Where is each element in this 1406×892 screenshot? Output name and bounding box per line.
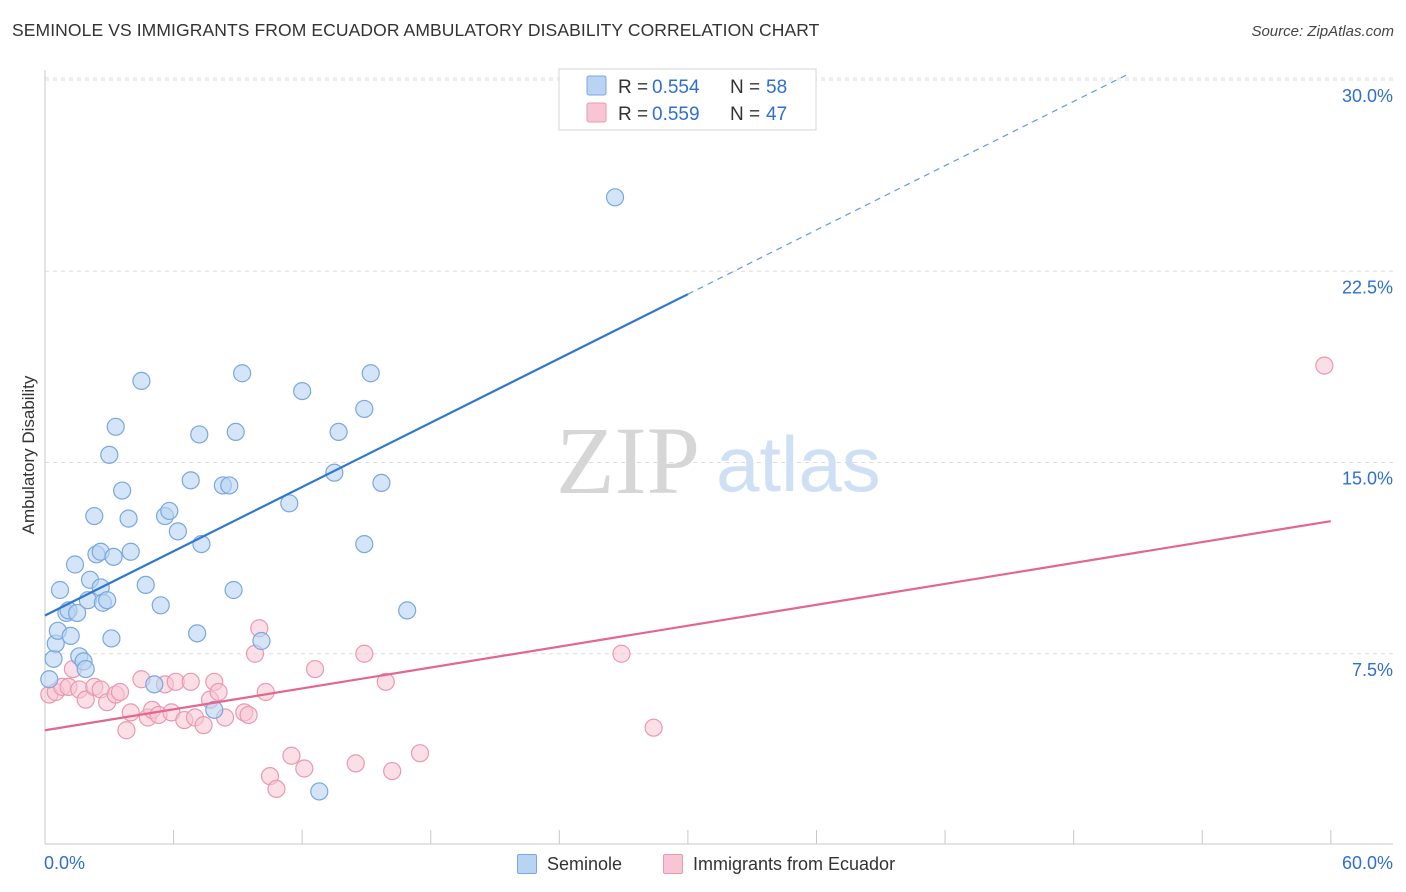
ecuador-point	[267, 779, 286, 799]
seminole-point	[68, 603, 87, 623]
legend-ecuador-r-value: 0.559	[652, 104, 700, 125]
seminole-point	[293, 382, 312, 401]
seminole-point	[329, 422, 348, 441]
chart-source: Source: ZipAtlas.com	[1251, 23, 1394, 40]
seminole-point	[76, 659, 95, 679]
seminole-point	[65, 555, 85, 574]
seminole-point	[168, 522, 187, 541]
ecuador-point	[612, 644, 631, 663]
seminole-point	[355, 534, 374, 554]
seminole-point	[220, 476, 239, 495]
seminole-point	[44, 649, 63, 668]
ecuador-points	[40, 356, 1334, 799]
axes-layer	[44, 70, 1393, 845]
seminole-point	[361, 364, 380, 383]
ecuador-point	[305, 659, 325, 679]
seminole-point	[372, 473, 391, 492]
seminole-point	[233, 364, 252, 383]
ecuador-point	[76, 690, 95, 709]
y-axis-label: Ambulatory Disability	[19, 375, 38, 534]
legend-seminole-swatch	[586, 75, 607, 96]
seminole-point	[160, 501, 179, 521]
seminole-point	[102, 629, 121, 648]
seminole-point	[40, 670, 59, 689]
legend-bottom-ecuador: Immigrants from Ecuador	[663, 851, 895, 877]
legend-ecuador-swatch	[586, 102, 607, 123]
ecuador-point	[239, 705, 258, 725]
x-tick-label-0: 0.0%	[44, 853, 85, 873]
y-tick-label-2: 22.5%	[1342, 277, 1393, 297]
ecuador-point	[194, 716, 213, 735]
legend-seminole-r-label: R =	[618, 77, 648, 98]
seminole-point	[151, 596, 170, 615]
ecuador-point	[256, 682, 275, 702]
seminole-point	[145, 675, 164, 694]
ecuador-point	[355, 644, 374, 663]
seminole-point	[61, 626, 80, 646]
seminole-point	[113, 481, 132, 500]
seminole-point	[280, 494, 299, 513]
trend-layer	[44, 74, 1331, 732]
seminole-point	[50, 580, 70, 600]
seminole-point	[224, 580, 243, 600]
seminole-point	[205, 700, 224, 719]
chart-title: SEMINOLE VS IMMIGRANTS FROM ECUADOR AMBU…	[12, 20, 820, 40]
legend-ecuador-r-label: R =	[618, 104, 648, 125]
seminole-trend-extension	[687, 74, 1128, 295]
seminole-point	[355, 399, 374, 419]
seminole-point	[104, 547, 123, 566]
ecuador-point	[117, 721, 136, 740]
watermark-zip: ZIP	[556, 407, 700, 514]
seminole-point	[605, 188, 625, 207]
ecuador-point	[209, 682, 228, 702]
ecuador-point	[282, 746, 301, 765]
seminole-point	[136, 575, 155, 595]
legend-bottom-seminole: Seminole	[517, 851, 622, 877]
ecuador-point	[181, 672, 200, 691]
y-tick-label-3: 30.0%	[1342, 86, 1393, 106]
watermark-atlas: atlas	[716, 420, 881, 508]
seminole-point	[188, 624, 207, 643]
y-tick-label-1: 15.0%	[1342, 469, 1393, 489]
legend-ecuador-n-value: 47	[766, 104, 787, 125]
seminole-point	[98, 591, 117, 610]
legend-bottom-ecuador-swatch	[663, 854, 683, 874]
legend-top: R = 0.554 N = 58 R = 0.559 N = 47	[558, 68, 817, 131]
ecuador-point	[346, 754, 365, 773]
ecuador-point	[644, 718, 663, 737]
seminole-point	[181, 471, 200, 490]
legend-bottom-ecuador-label: Immigrants from Ecuador	[693, 853, 896, 874]
ecuador-trend-line	[44, 520, 1331, 732]
legend-seminole-n-value: 58	[766, 77, 787, 98]
ecuador-point	[410, 744, 430, 763]
ecuador-point	[383, 761, 402, 781]
ecuador-point	[110, 682, 130, 702]
legend-bottom-seminole-label: Seminole	[547, 853, 623, 874]
y-tick-label-0: 7.5%	[1352, 660, 1393, 680]
ecuador-point	[1315, 356, 1334, 375]
seminole-point	[252, 631, 271, 651]
seminole-point	[398, 601, 417, 620]
seminole-point	[85, 506, 104, 526]
legend-ecuador-n-label: N =	[730, 104, 760, 125]
seminole-point	[119, 509, 138, 528]
seminole-point	[106, 417, 125, 436]
legend-seminole-r-value: 0.554	[652, 77, 700, 98]
x-tick-label-1: 60.0%	[1342, 853, 1393, 873]
seminole-point	[132, 371, 151, 390]
seminole-point	[100, 445, 119, 464]
seminole-trend-line	[44, 293, 689, 617]
ecuador-point	[295, 759, 314, 778]
legend-seminole-n-label: N =	[730, 77, 760, 98]
seminole-point	[310, 782, 329, 801]
seminole-point	[190, 425, 209, 444]
ecuador-point	[376, 672, 395, 691]
seminole-point	[226, 422, 245, 441]
seminole-point	[121, 542, 140, 561]
legend-bottom-seminole-swatch	[517, 854, 537, 874]
seminole-points	[40, 188, 625, 801]
tick-labels: 7.5% 15.0% 22.5% 30.0% 0.0% 60.0%	[44, 86, 1393, 873]
